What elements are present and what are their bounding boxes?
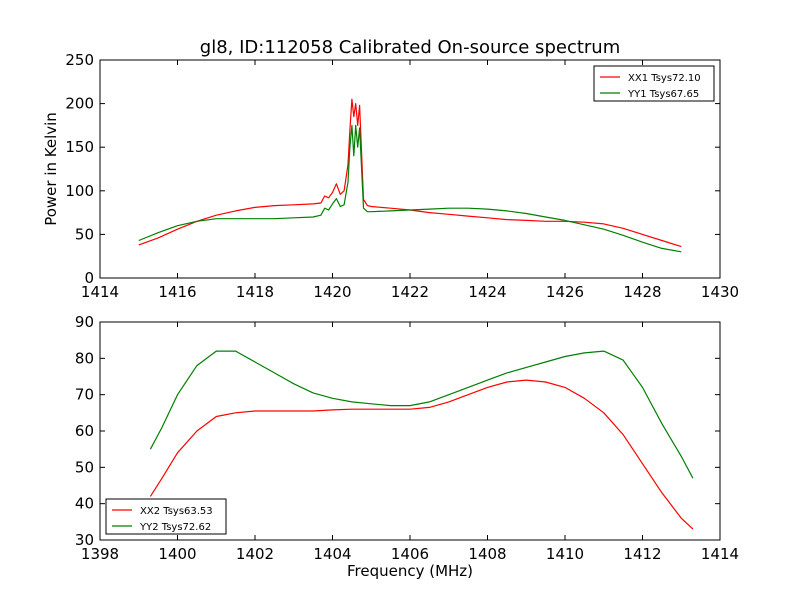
bottom-x-tick-label: 1400 [158,545,196,563]
bottom-y-tick-label: 60 [75,422,94,440]
bottom-legend: XX2 Tsys63.53 YY2 Tsys72.62 [105,498,227,535]
top-legend: XX1 Tsys72.10 YY1 Tsys67.65 [593,65,715,102]
bottom-series-line-2 [149,350,694,479]
bottom-legend-box [105,498,227,535]
top-x-tick-label: 1426 [546,283,584,301]
bottom-series-line-1 [149,379,694,530]
bottom-y-tick-label: 90 [75,313,94,331]
top-x-tick-label: 1414 [81,283,119,301]
top-x-tick-label: 1420 [313,283,351,301]
top-y-tick-label: 50 [75,225,94,243]
bottom-x-tick-label: 1412 [623,545,661,563]
bottom-x-tick-label: 1410 [546,545,584,563]
bottom-panel: 1398 1400 1402 1404 1406 1408 1410 1412 1414 30 40… [75,313,739,563]
top-y-axis-label: Power in Kelvin [42,112,60,226]
bottom-legend-label-2: YY2 Tsys72.62 [139,522,211,533]
bottom-x-tick-label: 1404 [313,545,351,563]
top-x-tick-label: 1428 [623,283,661,301]
top-x-tick-label: 1416 [158,283,196,301]
bottom-y-tick-label: 80 [75,349,94,367]
top-y-tick-label: 200 [65,95,94,113]
bottom-x-tick-label: 1406 [391,545,429,563]
top-y-tick-label: 0 [84,269,94,287]
top-legend-box [593,65,715,102]
top-x-tick-label: 1430 [701,283,739,301]
bottom-x-axis-label: Frequency (MHz) [347,562,473,580]
top-x-tick-label: 1422 [391,283,429,301]
top-x-tick-label: 1424 [468,283,506,301]
top-legend-label-1: XX1 Tsys72.10 [628,73,701,84]
top-y-tick-label: 150 [65,138,94,156]
top-y-tick-label: 250 [65,51,94,69]
bottom-y-tick-label: 70 [75,386,94,404]
top-series-line-1 [138,98,682,248]
bottom-y-tick-label: 30 [75,531,94,549]
bottom-y-tick-label: 40 [75,495,94,513]
bottom-x-tick-label: 1408 [468,545,506,563]
top-series-line-2 [138,124,682,253]
top-x-tick-label: 1418 [236,283,274,301]
bottom-x-tick-label: 1398 [81,545,119,563]
chart-title: gl8, ID:112058 Calibrated On-source spec… [200,37,620,58]
top-y-tick-label: 100 [65,182,94,200]
bottom-legend-label-1: XX2 Tsys63.53 [140,506,213,517]
top-panel: 1414 1416 1418 1420 1422 1424 1426 1428 1430 0 50 1… [65,51,739,301]
top-legend-label-2: YY1 Tsys67.65 [627,89,699,100]
bottom-x-tick-label: 1414 [701,545,739,563]
bottom-y-tick-label: 50 [75,458,94,476]
bottom-x-tick-label: 1402 [236,545,274,563]
